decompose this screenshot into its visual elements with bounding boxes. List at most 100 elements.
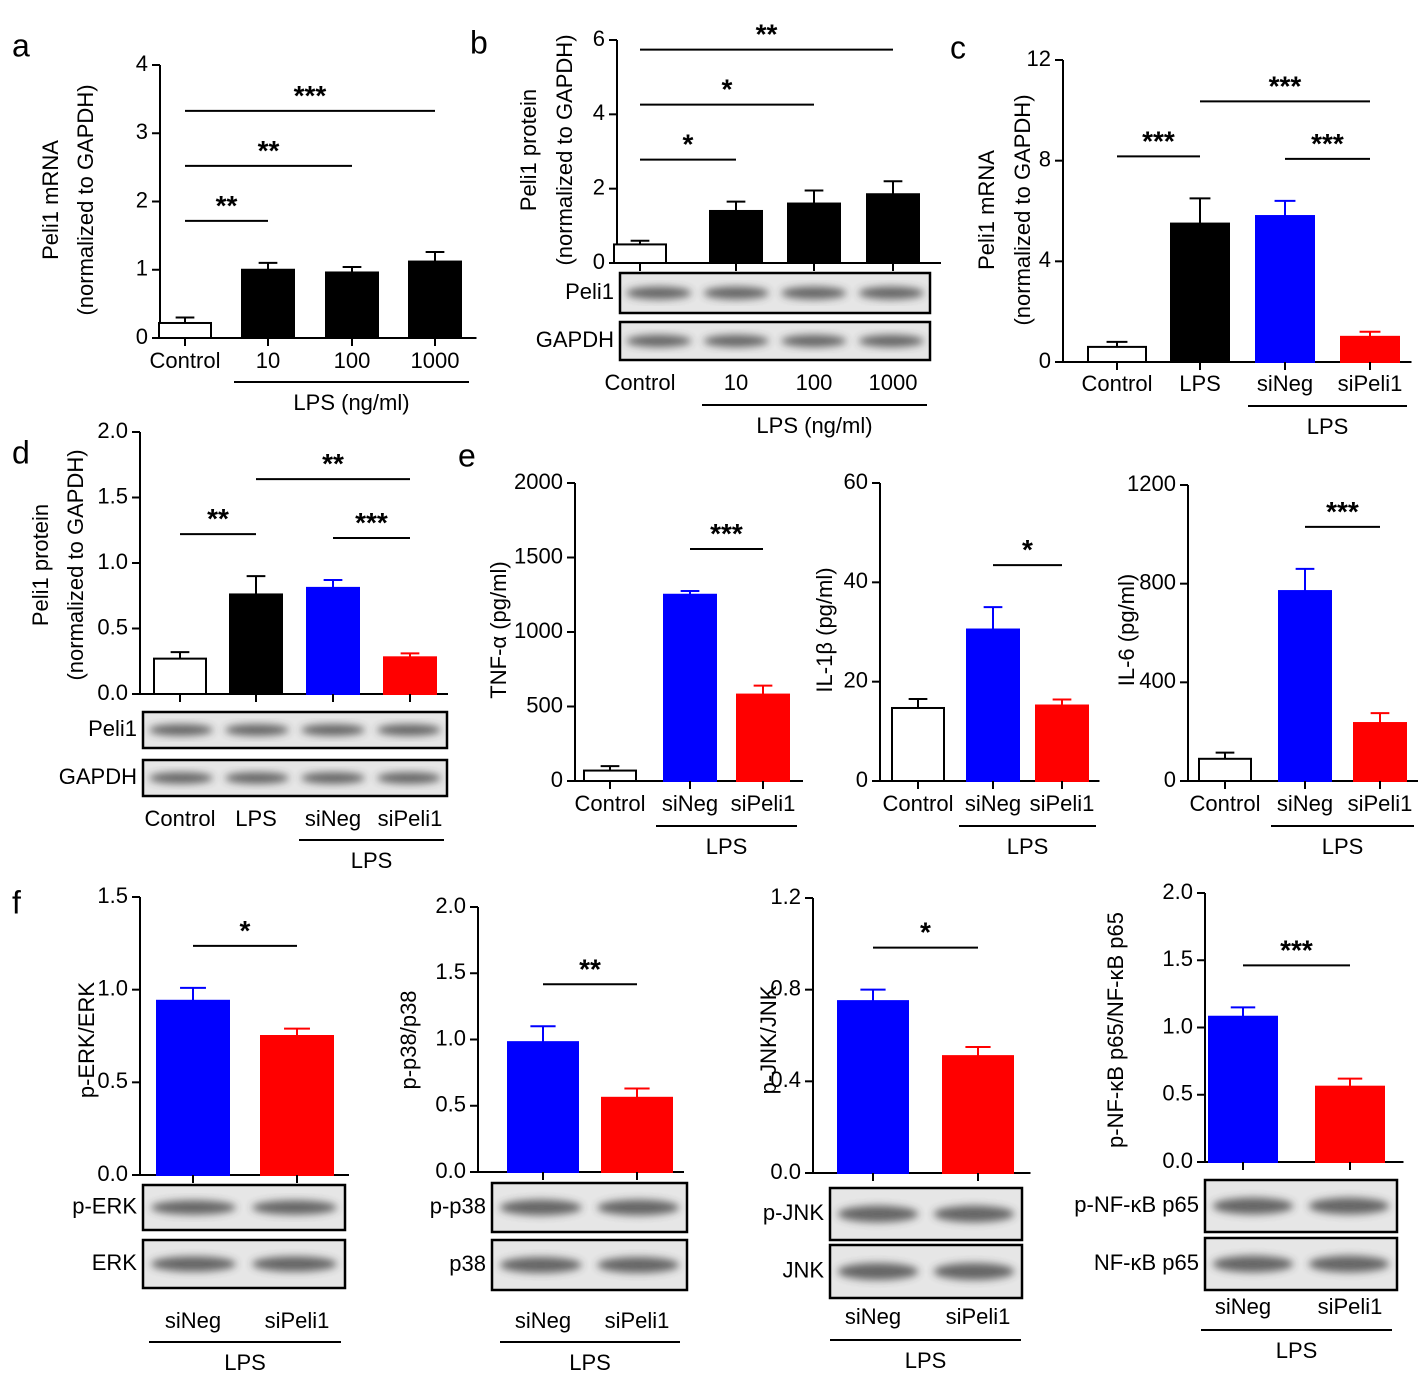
- significance-label: ***: [1269, 70, 1302, 101]
- blot-band: [1308, 1197, 1390, 1215]
- blot-label: JNK: [782, 1257, 824, 1282]
- significance-label: **: [756, 19, 778, 50]
- bar: [663, 593, 717, 782]
- x-tick-label: siPeli1: [1318, 1294, 1383, 1319]
- bar: [156, 999, 230, 1177]
- x-tick-label: 1000: [411, 348, 460, 373]
- bar: [1278, 590, 1332, 782]
- blot-band: [225, 724, 289, 736]
- y-tick-label: 1500: [514, 543, 563, 568]
- bar: [1255, 215, 1315, 363]
- blot-band: [149, 772, 213, 784]
- significance-label: ***: [1326, 496, 1359, 527]
- x-tick-label: Control: [145, 806, 216, 831]
- y-tick-label: 2.0: [435, 893, 466, 918]
- x-tick-label: Control: [605, 370, 676, 395]
- blot-band: [1212, 1197, 1294, 1215]
- x-tick-label: siNeg: [1277, 791, 1333, 816]
- blot-label: p-NF-κB p65: [1074, 1192, 1199, 1217]
- significance-label: ***: [1280, 934, 1313, 965]
- bar: [153, 657, 207, 696]
- blot-label: p-p38: [430, 1193, 486, 1218]
- x-tick-label: 1000: [869, 370, 918, 395]
- y-tick-label: 400: [1139, 668, 1176, 693]
- x-tick-label: LPS: [235, 806, 277, 831]
- bar: [613, 243, 667, 265]
- x-tick-label: siNeg: [165, 1308, 221, 1333]
- x-tick-label: 10: [724, 370, 748, 395]
- x-tick-label: siPeli1: [946, 1304, 1011, 1329]
- y-axis-label: TNF-α (pg/ml): [486, 561, 511, 698]
- x-tick-label: 10: [256, 348, 280, 373]
- blot-band: [1212, 1255, 1294, 1273]
- y-tick-label: 4: [1039, 247, 1051, 272]
- y-tick-label: 0.5: [97, 1068, 128, 1093]
- y-axis-label: Peli1 mRNA: [38, 140, 63, 260]
- blot-label: p-ERK: [72, 1193, 137, 1218]
- y-axis-label: Peli1 mRNA: [974, 150, 999, 270]
- y-tick-label: 20: [844, 667, 868, 692]
- blot-band: [597, 1199, 680, 1216]
- blot-band: [781, 286, 847, 300]
- bar: [787, 202, 841, 265]
- y-tick-label: 1.5: [435, 959, 466, 984]
- group-label: LPS: [1276, 1338, 1318, 1363]
- bar: [709, 209, 763, 264]
- blot-band: [626, 334, 692, 348]
- y-tick-label: 60: [844, 469, 868, 494]
- blot-band: [499, 1199, 582, 1216]
- y-tick-label: 1: [136, 256, 148, 281]
- y-axis-label: Peli1 protein: [516, 89, 541, 211]
- bar: [1035, 704, 1089, 782]
- y-tick-label: 1.0: [435, 1025, 466, 1050]
- y-tick-label: 500: [526, 692, 563, 717]
- bar: [1340, 335, 1400, 364]
- y-tick-label: 4: [136, 51, 148, 76]
- y-tick-label: 1.5: [97, 483, 128, 508]
- bar: [866, 193, 920, 264]
- bar: [383, 656, 437, 696]
- blot-band: [499, 1257, 582, 1273]
- x-tick-label: siNeg: [515, 1308, 571, 1333]
- significance-label: **: [258, 135, 280, 166]
- y-tick-label: 2000: [514, 469, 563, 494]
- group-label: LPS: [224, 1350, 266, 1375]
- y-tick-label: 2.0: [1162, 879, 1193, 904]
- y-axis-label: p-NF-κB p65/NF-κB p65: [1103, 912, 1128, 1148]
- bar: [1170, 222, 1230, 363]
- significance-label: *: [240, 915, 251, 946]
- blot-band: [301, 772, 365, 784]
- y-axis-label: (normalized to GAPDH): [63, 449, 88, 680]
- blot-label: ERK: [92, 1250, 138, 1275]
- bar: [325, 271, 379, 340]
- bar: [891, 706, 945, 782]
- y-tick-label: 0.0: [97, 680, 128, 705]
- significance-label: ***: [710, 518, 743, 549]
- significance-label: ***: [294, 80, 327, 111]
- blot-label: Peli1: [88, 716, 137, 741]
- y-tick-label: 3: [136, 119, 148, 144]
- x-tick-label: Control: [575, 791, 646, 816]
- bar: [966, 628, 1020, 782]
- y-tick-label: 1.2: [770, 884, 801, 909]
- blot-band: [781, 334, 847, 348]
- y-tick-label: 0.0: [97, 1161, 128, 1186]
- bar: [837, 1000, 909, 1174]
- y-axis-label: p-ERK/ERK: [74, 982, 99, 1098]
- blot-band: [151, 1200, 236, 1215]
- blot-band: [377, 724, 441, 736]
- blot-band: [151, 1256, 236, 1272]
- y-tick-label: 0.5: [97, 614, 128, 639]
- significance-label: **: [216, 190, 238, 221]
- bar: [583, 769, 637, 783]
- bar: [408, 260, 462, 339]
- y-tick-label: 0.0: [1162, 1148, 1193, 1173]
- y-tick-label: 0.5: [1162, 1081, 1193, 1106]
- group-label: LPS: [1322, 834, 1364, 859]
- y-tick-label: 1200: [1127, 471, 1176, 496]
- group-label: LPS: [1007, 834, 1049, 859]
- x-tick-label: siPeli1: [265, 1308, 330, 1333]
- panel-label: c: [950, 29, 966, 65]
- y-tick-label: 2: [593, 174, 605, 199]
- y-tick-label: 0: [593, 249, 605, 274]
